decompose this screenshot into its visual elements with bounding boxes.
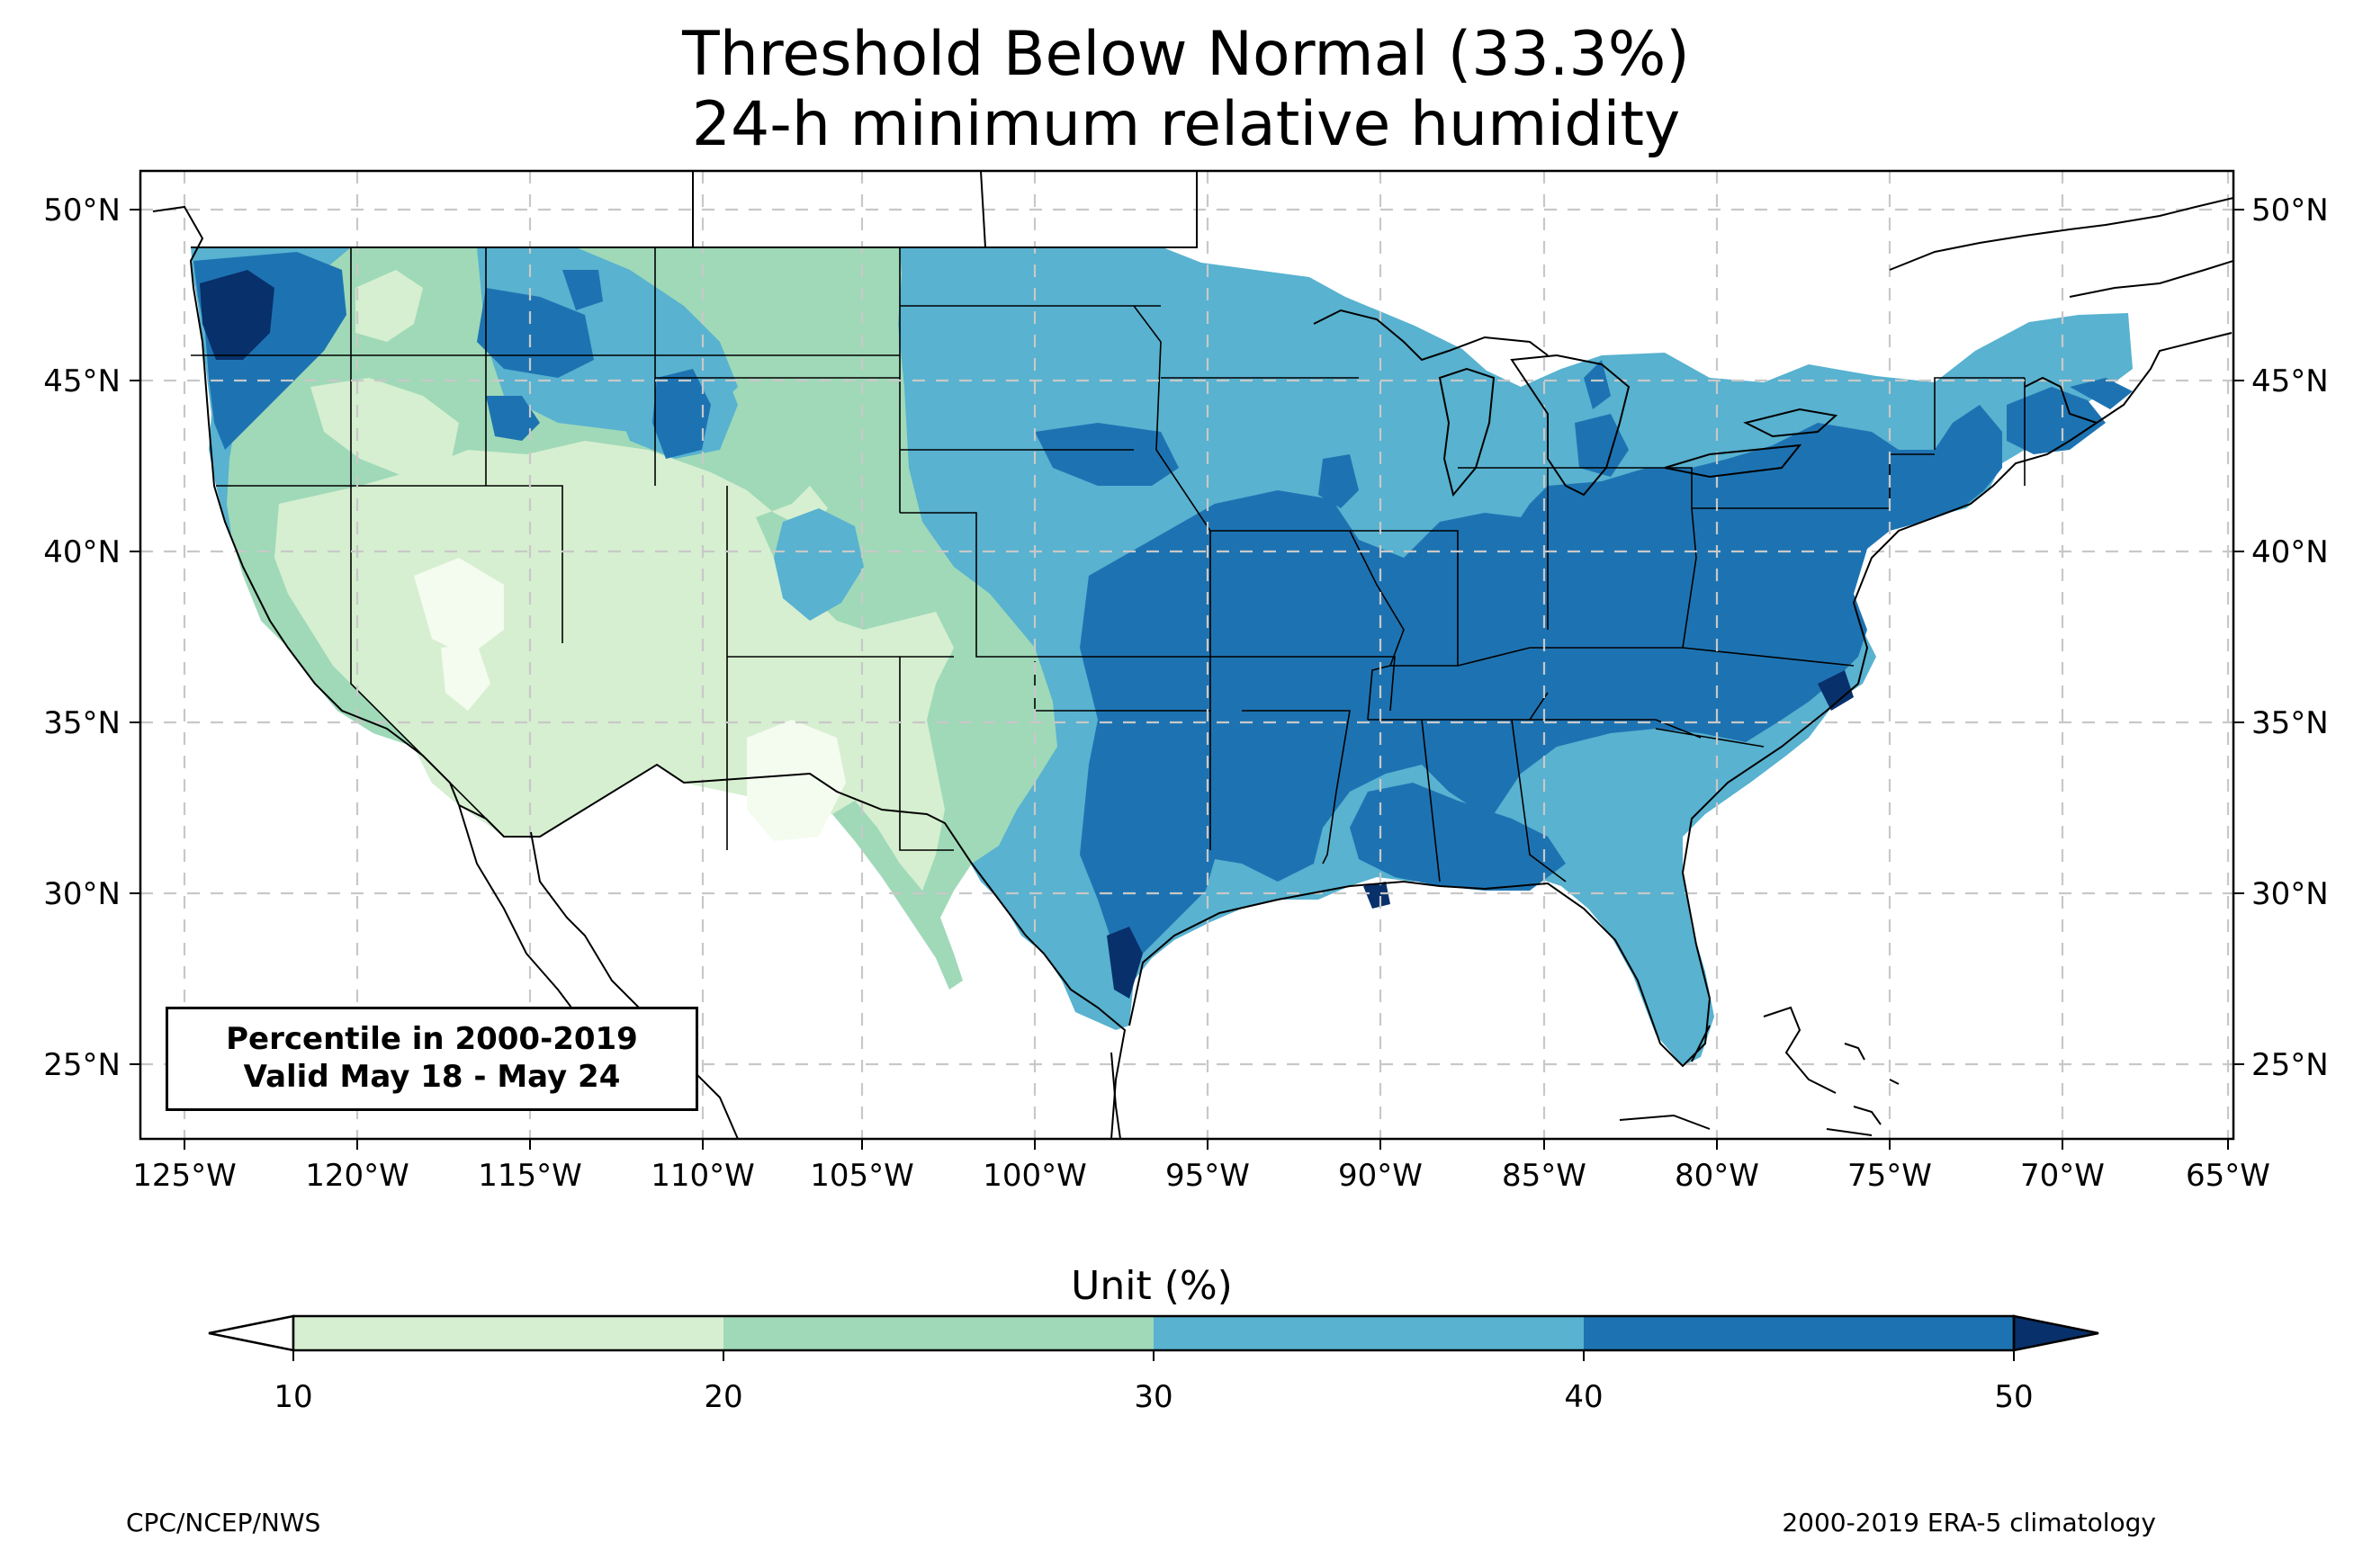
lon-label: 75°W <box>1847 1158 1932 1194</box>
shade-40-50-me <box>2070 378 2133 409</box>
credit-climatology: 2000-2019 ERA-5 climatology <box>1782 1508 2156 1537</box>
colorbar: 10 20 30 40 50 <box>208 1314 2099 1415</box>
shade-40-50-new-england <box>2007 387 2106 454</box>
shade-above-50-tx <box>1107 927 1143 999</box>
lat-label: 50°N <box>43 193 121 228</box>
map-frame <box>139 169 2235 1141</box>
shade-10-20-or <box>310 378 459 477</box>
shade-40-50-mi2 <box>1584 360 1611 409</box>
colorbar-ticks <box>292 1350 2015 1361</box>
shade-above-50-wa <box>200 270 274 360</box>
map-subtitle: 24-h minimum relative humidity <box>691 89 1681 160</box>
lat-label: 45°N <box>2251 363 2329 399</box>
valid-dates-text: Valid May 18 - May 24 <box>243 1059 621 1095</box>
colorbar-under-triangle <box>208 1314 295 1352</box>
valid-period-box: Percentile in 2000-2019 Valid May 18 - M… <box>166 1007 698 1111</box>
lat-label: 40°N <box>2251 534 2329 570</box>
state-boundaries <box>191 247 2026 883</box>
lat-label: 25°N <box>43 1047 121 1083</box>
colorbar-over-triangle <box>2012 1314 2099 1352</box>
lon-label: 115°W <box>478 1158 582 1194</box>
shade-30-40-co <box>774 508 864 621</box>
colorbar-segment-40-50 <box>1584 1316 2014 1350</box>
lat-label: 45°N <box>43 363 121 399</box>
tick-marks <box>130 209 2244 1150</box>
latitude-labels-right: 50°N 45°N 40°N 35°N 30°N 25°N <box>2251 193 2329 1083</box>
lon-label: 90°W <box>1338 1158 1423 1194</box>
colorbar-segment-10-20 <box>293 1316 723 1350</box>
lat-label: 50°N <box>2251 193 2329 228</box>
lon-label: 80°W <box>1675 1158 1759 1194</box>
coastlines <box>152 171 2233 1139</box>
colorbar-segment-20-30 <box>723 1316 1154 1350</box>
shade-40-50-ms <box>1350 783 1566 891</box>
colorbar-tick-label: 50 <box>1994 1379 2033 1415</box>
colorbar-title: Unit (%) <box>1071 1263 1233 1309</box>
lon-label: 70°W <box>2020 1158 2105 1194</box>
lat-label: 25°N <box>2251 1047 2329 1083</box>
colorbar-tick-label: 10 <box>274 1379 312 1415</box>
graticule <box>140 171 2233 1139</box>
lon-label: 125°W <box>132 1158 237 1194</box>
lon-label: 65°W <box>2186 1158 2270 1194</box>
map-area <box>140 171 2233 1139</box>
shade-above-50-la <box>1363 882 1390 909</box>
shade-40-50-mi <box>1575 414 1629 477</box>
lon-label: 100°W <box>983 1158 1087 1194</box>
lat-label: 30°N <box>2251 876 2329 912</box>
shade-40-50-mt2 <box>562 270 603 310</box>
shade-10-20-nw <box>355 270 423 342</box>
lat-label: 40°N <box>43 534 121 570</box>
latitude-labels-left: 50°N 45°N 40°N 35°N 30°N 25°N <box>43 193 121 1083</box>
credit-agency: CPC/NCEP/NWS <box>126 1508 321 1537</box>
colorbar-segment-30-40 <box>1154 1316 1584 1350</box>
colorbar-tick-label: 20 <box>704 1379 742 1415</box>
colorbar-tick-label: 40 <box>1564 1379 1603 1415</box>
shade-40-50-wy <box>652 369 711 459</box>
map-title: Threshold Below Normal (33.3%) <box>682 19 1690 90</box>
lon-label: 120°W <box>305 1158 409 1194</box>
colorbar-tick-label: 30 <box>1134 1379 1173 1415</box>
shade-below-10-nm <box>747 720 846 841</box>
shade-above-50-nc <box>1818 670 1854 711</box>
lat-label: 35°N <box>43 705 121 741</box>
lat-label: 30°N <box>43 876 121 912</box>
lat-label: 35°N <box>2251 705 2329 741</box>
lon-label: 85°W <box>1502 1158 1586 1194</box>
shade-40-50-id <box>486 396 540 441</box>
lon-label: 95°W <box>1165 1158 1250 1194</box>
lon-label: 105°W <box>810 1158 914 1194</box>
shade-40-50-mn <box>1318 454 1359 508</box>
lon-label: 110°W <box>651 1158 755 1194</box>
longitude-labels: 125°W 120°W 115°W 110°W 105°W 100°W 95°W… <box>132 1158 2270 1194</box>
shade-40-50-ne <box>1035 423 1179 486</box>
shade-below-10-nv <box>414 558 504 657</box>
percentile-period-text: Percentile in 2000-2019 <box>226 1021 638 1057</box>
shade-below-10-ca <box>441 643 490 711</box>
